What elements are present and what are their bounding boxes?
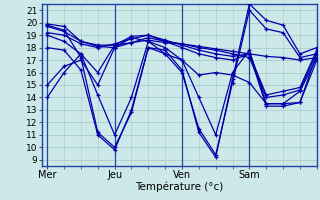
X-axis label: Température (°c): Température (°c) xyxy=(135,182,223,192)
